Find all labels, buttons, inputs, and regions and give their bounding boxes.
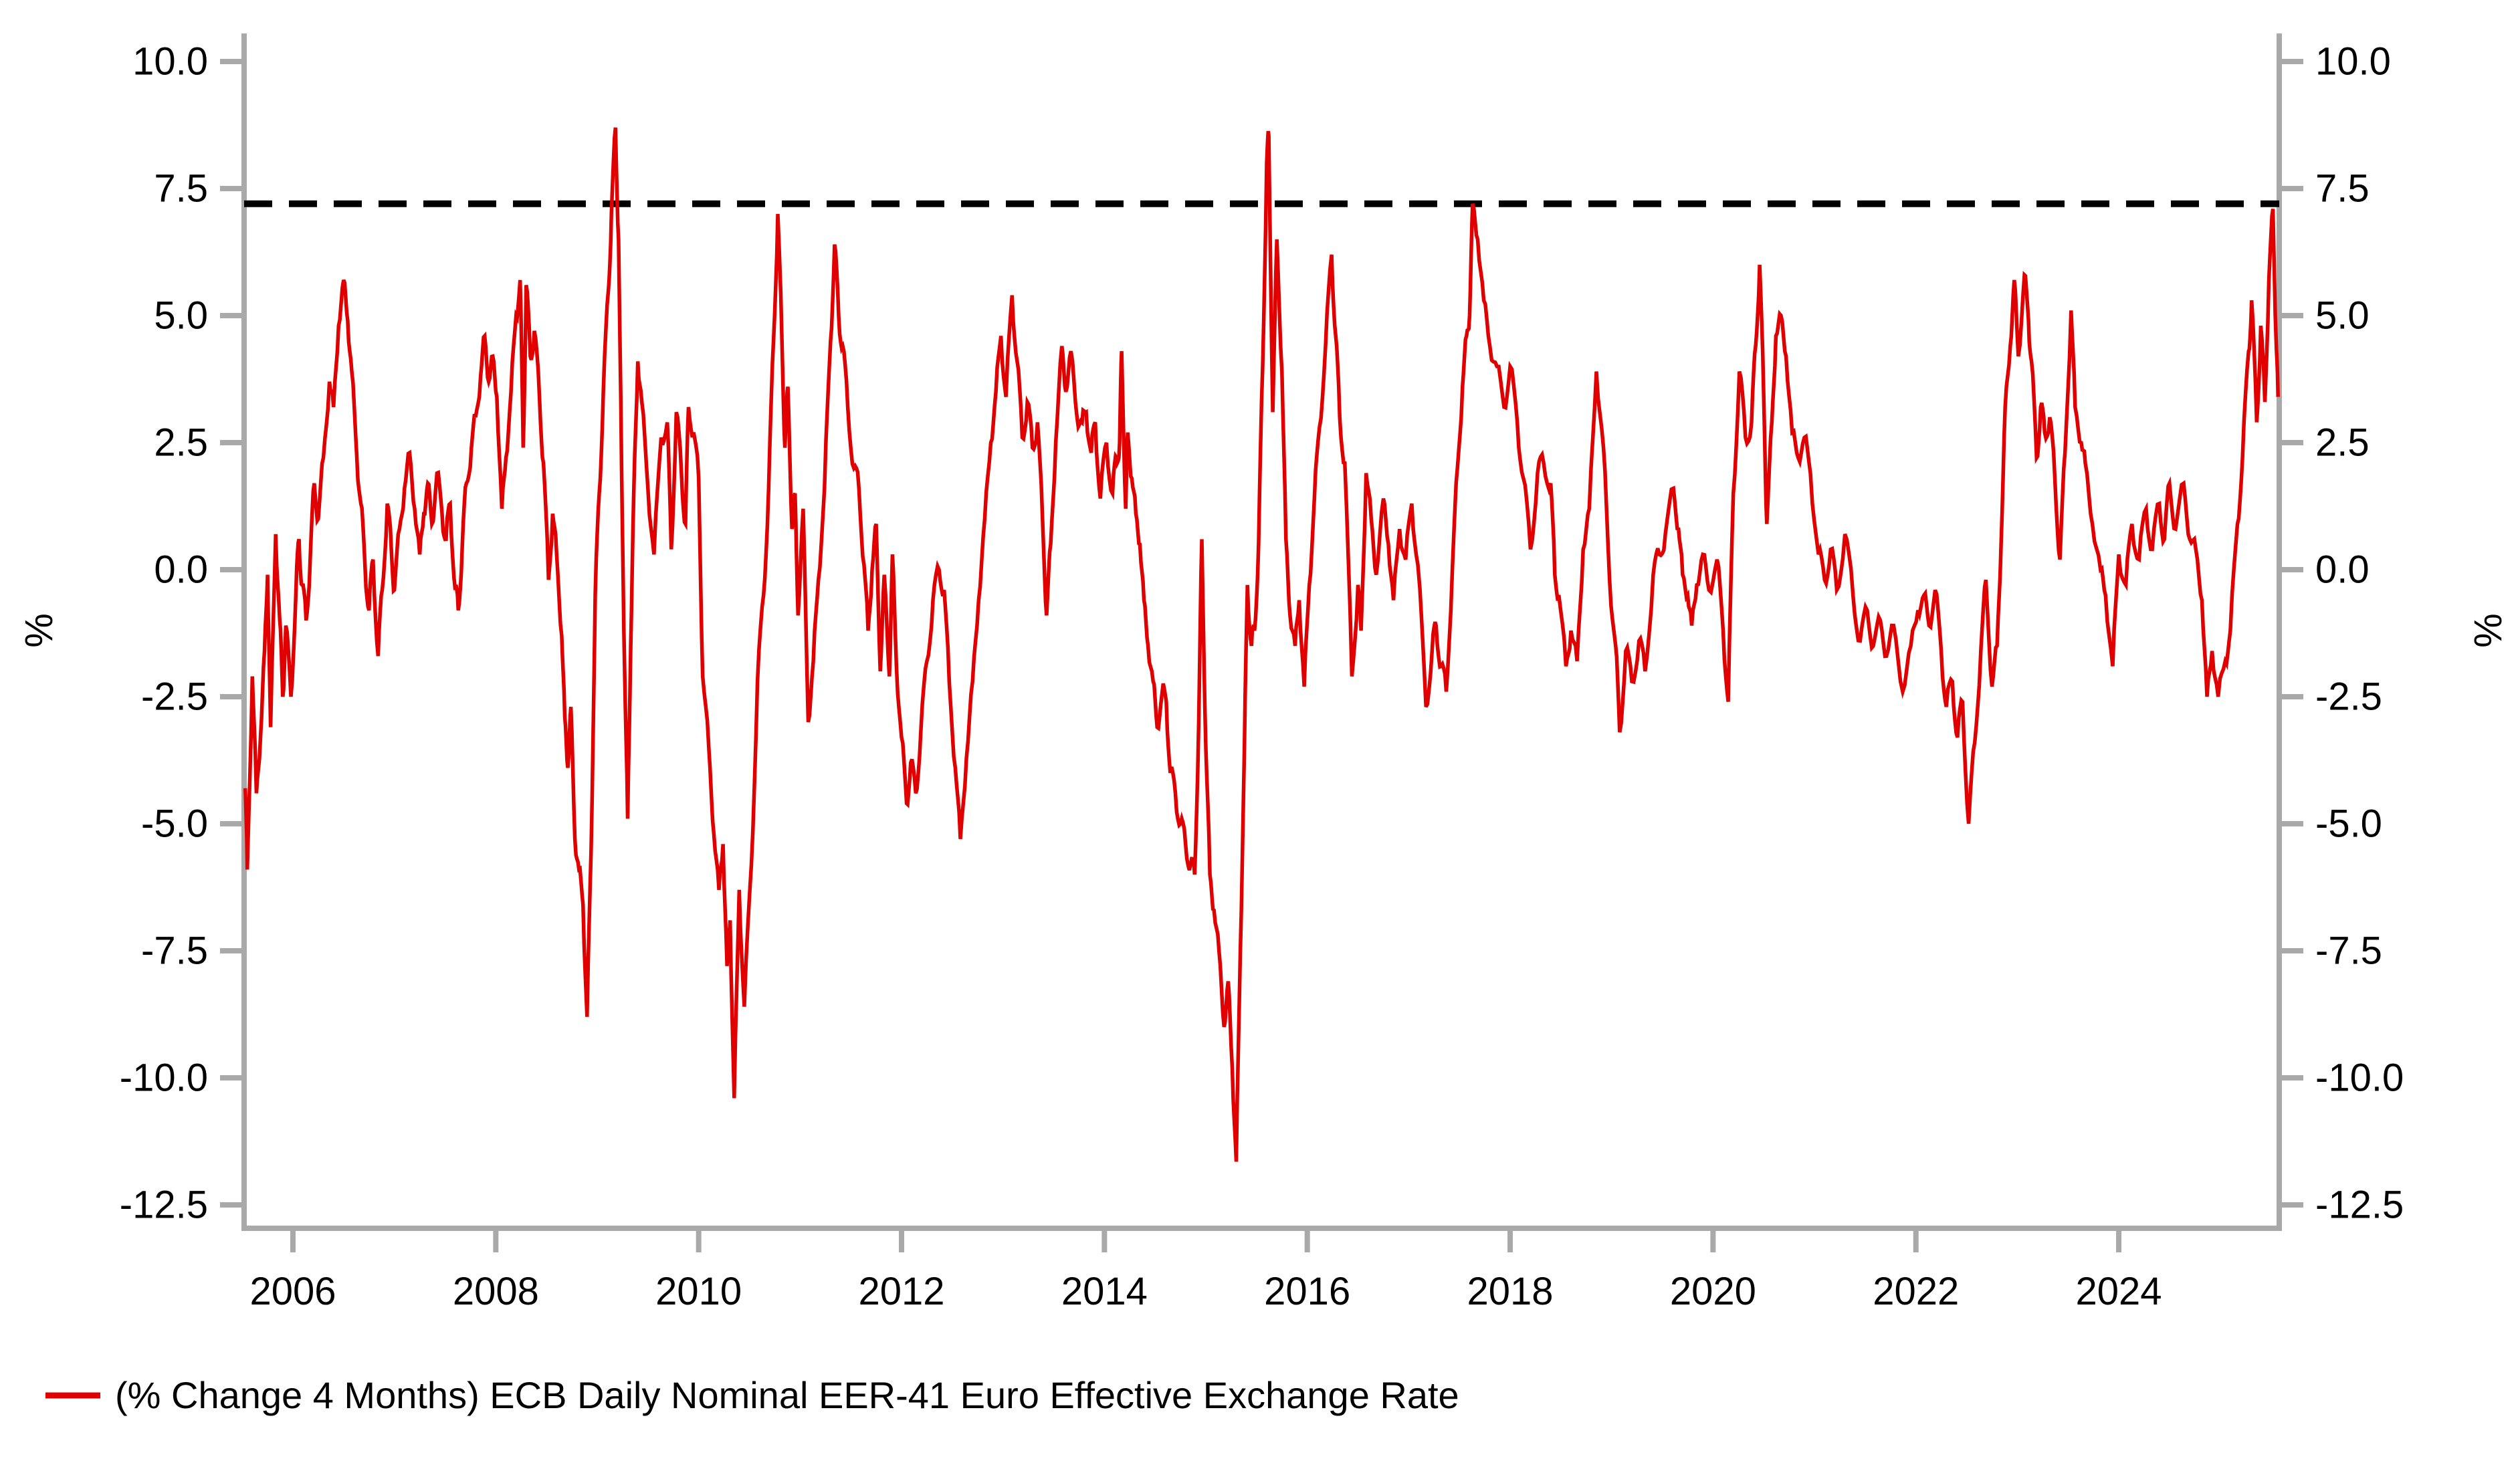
y-tick-label-left: -12.5 [120,1183,208,1227]
x-tick-label: 2008 [453,1270,539,1313]
y-axis-title-right: % [2466,613,2509,648]
y-tick-label-left: 2.5 [154,421,208,465]
x-tick-label: 2014 [1061,1270,1148,1313]
y-tick-label-left: -2.5 [141,675,208,719]
y-tick-label-left: 10.0 [132,40,208,84]
legend: (% Change 4 Months) ECB Daily Nominal EE… [45,1374,1459,1416]
y-tick-label-right: -10.0 [2315,1056,2404,1100]
y-tick-label-left: -5.0 [141,802,208,846]
x-tick-label: 2022 [1873,1270,1959,1313]
x-tick-label: 2020 [1670,1270,1756,1313]
axes [241,33,2282,1231]
y-tick-label-left: 7.5 [154,167,208,211]
x-tick-label: 2016 [1264,1270,1350,1313]
y-tick-label-left: -7.5 [141,929,208,973]
y-tick-label-right: -2.5 [2315,675,2382,719]
y-tick-label-right: 0.0 [2315,548,2370,592]
y-tick-label-right: 10.0 [2315,40,2391,84]
y-tick-label-left: 5.0 [154,294,208,338]
series-line [243,127,2280,1162]
y-tick-label-right: 5.0 [2315,294,2370,338]
y-tick-label-left: 0.0 [154,548,208,592]
x-tick-label: 2010 [655,1270,742,1313]
tick-marks [220,59,2303,1252]
tick-labels: 10.0 10.0 7.5 7.5 5.0 5.0 2.5 2.5 0.0 0.0 -2.5 -2.5… [120,40,2404,1314]
x-tick-label: 2024 [2076,1270,2162,1313]
y-axis-title-left: % [17,613,61,648]
y-tick-label-right: 7.5 [2315,167,2370,211]
y-tick-label-left: -10.0 [120,1056,208,1100]
y-tick-label-right: -7.5 [2315,929,2382,973]
y-tick-label-right: -5.0 [2315,802,2382,846]
y-tick-label-right: 2.5 [2315,421,2370,465]
y-tick-label-right: -12.5 [2315,1183,2404,1227]
x-tick-label: 2012 [859,1270,945,1313]
x-tick-label: 2018 [1467,1270,1554,1313]
legend-label: (% Change 4 Months) ECB Daily Nominal EE… [115,1374,1459,1416]
x-tick-label: 2006 [249,1270,336,1313]
